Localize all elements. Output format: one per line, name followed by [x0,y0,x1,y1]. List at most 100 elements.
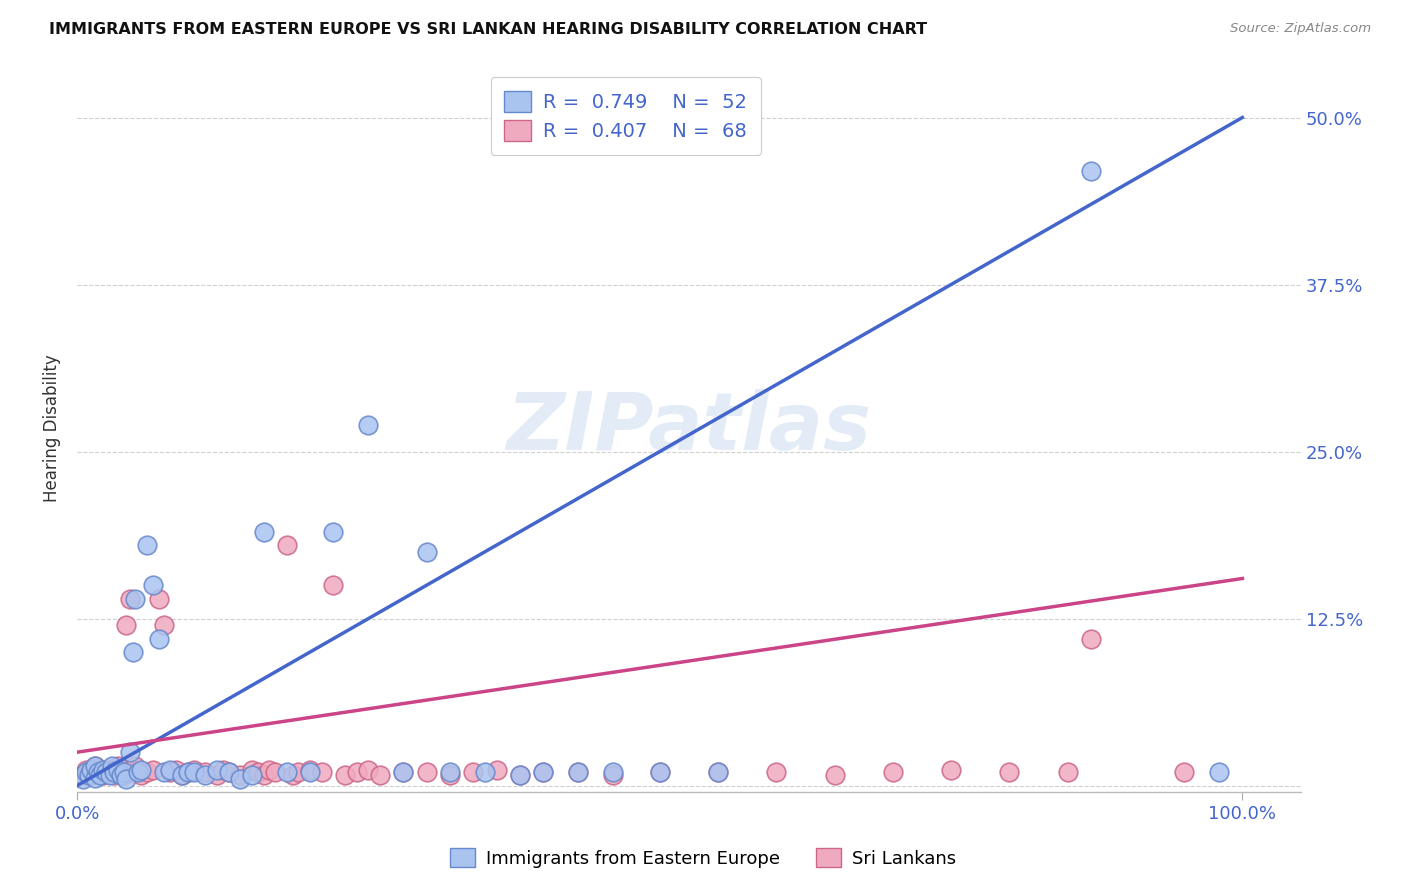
Point [80,763,103,777]
Point [159,765,181,780]
Point [567,765,589,780]
Point [110,765,132,780]
Point [707,765,730,780]
Point [91,768,114,782]
Point [98,763,121,777]
Point [392,765,415,780]
Point [136,765,159,780]
Text: IMMIGRANTS FROM EASTERN EUROPE VS SRI LANKAN HEARING DISABILITY CORRELATION CHAR: IMMIGRANTS FROM EASTERN EUROPE VS SRI LA… [49,22,928,37]
Point [96,765,118,780]
Point [567,765,589,780]
Point [259,763,281,777]
Y-axis label: Hearing Disability: Hearing Disability [44,354,60,502]
Point [118,591,141,606]
Point [648,765,671,780]
Point [103,768,125,782]
Point [299,765,322,780]
Point [124,591,146,606]
Point [415,765,437,780]
Point [246,765,269,780]
Point [129,768,152,782]
Text: Source: ZipAtlas.com: Source: ZipAtlas.com [1230,22,1371,36]
Point [148,632,170,646]
Point [229,768,252,782]
Point [205,768,228,782]
Point [765,765,787,780]
Point [127,765,149,780]
Point [531,765,554,780]
Point [264,765,287,780]
Point [602,765,624,780]
Point [824,768,846,782]
Point [122,765,145,780]
Point [322,578,344,592]
Point [281,768,304,782]
Point [87,765,110,780]
Point [218,765,240,780]
Point [72,768,94,782]
Point [122,645,145,659]
Point [142,578,165,592]
Point [124,758,146,772]
Point [153,765,176,780]
Point [1056,765,1078,780]
Point [77,768,100,782]
Point [240,763,263,777]
Point [194,765,217,780]
Point [89,763,111,777]
Point [183,763,205,777]
Point [333,768,356,782]
Point [101,758,124,772]
Point [194,768,217,782]
Point [252,768,274,782]
Point [509,768,531,782]
Point [183,765,205,780]
Point [1208,765,1230,780]
Point [177,765,200,780]
Point [170,768,193,782]
Point [531,765,554,780]
Point [153,618,176,632]
Legend: Immigrants from Eastern Europe, Sri Lankans: Immigrants from Eastern Europe, Sri Lank… [439,837,967,879]
Point [311,765,333,780]
Point [322,524,344,539]
Point [110,768,132,782]
Point [80,768,103,782]
Point [98,768,121,782]
Text: ZIPatlas: ZIPatlas [506,389,872,467]
Point [177,765,200,780]
Point [165,763,187,777]
Point [509,768,531,782]
Point [107,758,129,772]
Point [83,758,105,772]
Point [89,768,111,782]
Point [112,768,135,782]
Point [252,524,274,539]
Point [939,763,962,777]
Point [240,768,263,782]
Point [485,763,508,777]
Point [229,772,252,786]
Point [159,763,181,777]
Point [218,765,240,780]
Point [148,591,170,606]
Point [142,763,165,777]
Point [357,417,380,432]
Point [115,772,138,786]
Point [439,768,461,782]
Point [392,765,415,780]
Legend: R =  0.749    N =  52, R =  0.407    N =  68: R = 0.749 N = 52, R = 0.407 N = 68 [491,78,761,155]
Point [129,763,152,777]
Point [91,763,114,777]
Point [205,763,228,777]
Point [1080,632,1102,646]
Point [357,763,380,777]
Point [72,772,94,786]
Point [882,765,904,780]
Point [115,618,138,632]
Point [346,765,368,780]
Point [474,765,496,780]
Point [107,763,129,777]
Point [96,765,118,780]
Point [707,765,730,780]
